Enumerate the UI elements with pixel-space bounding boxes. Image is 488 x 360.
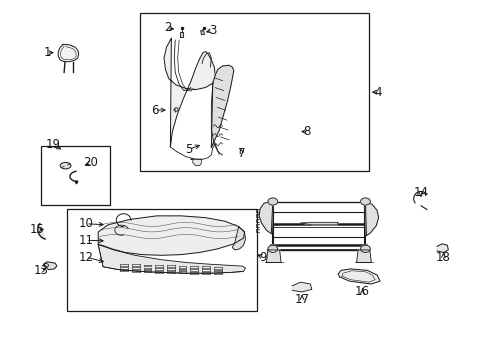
Polygon shape <box>300 222 337 225</box>
Bar <box>140 13 368 171</box>
Polygon shape <box>38 224 45 239</box>
Polygon shape <box>436 244 447 252</box>
Polygon shape <box>292 282 311 292</box>
Polygon shape <box>180 32 183 37</box>
Circle shape <box>360 245 369 252</box>
Text: 15: 15 <box>30 223 44 236</box>
Polygon shape <box>356 250 370 262</box>
Text: 2: 2 <box>163 21 171 34</box>
Text: 9: 9 <box>259 251 266 264</box>
Bar <box>66 209 256 311</box>
Polygon shape <box>98 216 244 255</box>
Polygon shape <box>259 202 272 234</box>
Ellipse shape <box>60 162 71 169</box>
Circle shape <box>360 198 369 205</box>
Text: 8: 8 <box>303 125 310 138</box>
Text: 12: 12 <box>79 251 93 264</box>
Text: 16: 16 <box>354 285 369 298</box>
Text: 6: 6 <box>151 104 159 117</box>
Text: 11: 11 <box>79 234 93 247</box>
Polygon shape <box>232 226 245 250</box>
Text: 14: 14 <box>413 186 427 199</box>
Polygon shape <box>190 159 201 166</box>
Text: 17: 17 <box>294 293 309 306</box>
Circle shape <box>267 245 277 252</box>
Text: 3: 3 <box>209 24 216 37</box>
Text: 5: 5 <box>184 143 192 156</box>
Text: 7: 7 <box>238 147 245 159</box>
Polygon shape <box>211 65 233 148</box>
Text: 13: 13 <box>33 264 48 277</box>
Polygon shape <box>58 44 79 62</box>
Text: 20: 20 <box>83 156 98 169</box>
Polygon shape <box>163 39 215 147</box>
Polygon shape <box>266 250 281 262</box>
Polygon shape <box>98 244 245 273</box>
Text: 18: 18 <box>435 251 450 264</box>
Polygon shape <box>200 31 204 35</box>
Text: 19: 19 <box>45 138 60 151</box>
Text: 1: 1 <box>43 46 51 59</box>
Circle shape <box>267 198 277 205</box>
Polygon shape <box>365 202 378 235</box>
Text: 10: 10 <box>79 217 93 230</box>
Text: 4: 4 <box>374 86 382 99</box>
Polygon shape <box>43 262 57 270</box>
Polygon shape <box>337 269 379 284</box>
Bar <box>41 146 110 205</box>
